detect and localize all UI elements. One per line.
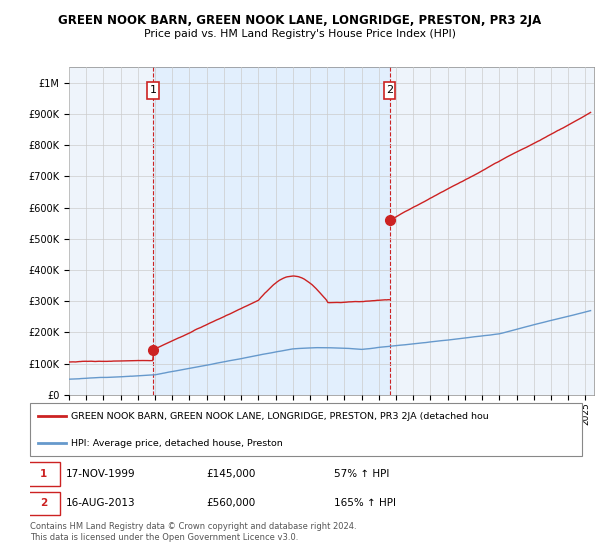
- Text: 57% ↑ HPI: 57% ↑ HPI: [334, 469, 389, 479]
- Text: Price paid vs. HM Land Registry's House Price Index (HPI): Price paid vs. HM Land Registry's House …: [144, 29, 456, 39]
- Text: 1: 1: [149, 85, 157, 95]
- Text: 1: 1: [40, 469, 47, 479]
- FancyBboxPatch shape: [30, 403, 582, 456]
- Text: 165% ↑ HPI: 165% ↑ HPI: [334, 498, 395, 508]
- Text: HPI: Average price, detached house, Preston: HPI: Average price, detached house, Pres…: [71, 438, 283, 447]
- Text: 2: 2: [40, 498, 47, 508]
- Text: 17-NOV-1999: 17-NOV-1999: [66, 469, 136, 479]
- Text: GREEN NOOK BARN, GREEN NOOK LANE, LONGRIDGE, PRESTON, PR3 2JA (detached hou: GREEN NOOK BARN, GREEN NOOK LANE, LONGRI…: [71, 412, 489, 421]
- Text: GREEN NOOK BARN, GREEN NOOK LANE, LONGRIDGE, PRESTON, PR3 2JA: GREEN NOOK BARN, GREEN NOOK LANE, LONGRI…: [58, 14, 542, 27]
- Text: 2: 2: [386, 85, 393, 95]
- Text: Contains HM Land Registry data © Crown copyright and database right 2024.: Contains HM Land Registry data © Crown c…: [30, 522, 356, 531]
- Text: 16-AUG-2013: 16-AUG-2013: [66, 498, 136, 508]
- FancyBboxPatch shape: [148, 82, 158, 99]
- Text: £560,000: £560,000: [206, 498, 256, 508]
- FancyBboxPatch shape: [27, 462, 61, 486]
- FancyBboxPatch shape: [384, 82, 395, 99]
- Bar: [153, 67, 389, 395]
- Text: This data is licensed under the Open Government Licence v3.0.: This data is licensed under the Open Gov…: [30, 533, 298, 542]
- FancyBboxPatch shape: [27, 492, 61, 515]
- Text: £145,000: £145,000: [206, 469, 256, 479]
